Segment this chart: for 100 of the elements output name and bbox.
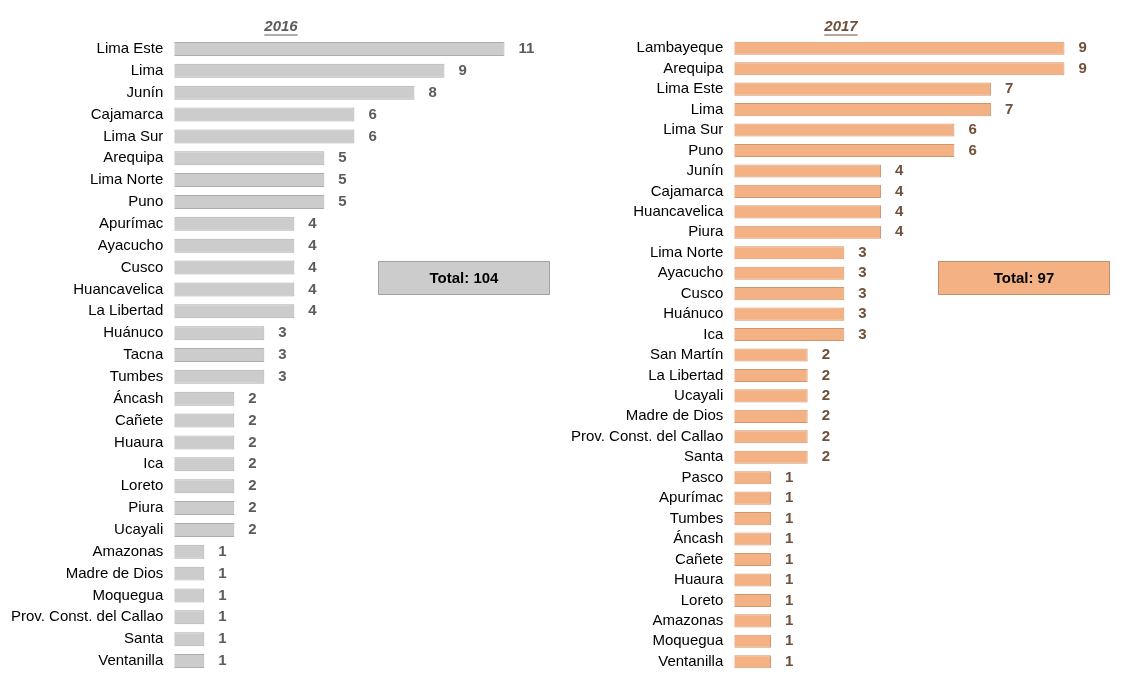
data-label: 1	[218, 651, 227, 669]
y-tick-label: Junín	[686, 161, 724, 179]
y-tick-label: Lima Este	[656, 79, 724, 97]
y-tick-label: Amazonas	[652, 611, 724, 629]
data-label: 4	[308, 279, 318, 297]
y-tick-label: Puno	[688, 140, 724, 158]
y-tick-label: Loreto	[680, 590, 724, 608]
y-tick-label: Lima Sur	[663, 120, 724, 138]
y-tick-label: Ventanilla	[658, 651, 724, 669]
data-label: 6	[968, 140, 977, 158]
data-label: 4	[895, 161, 905, 179]
data-label: 2	[821, 447, 831, 465]
data-label: 1	[218, 629, 227, 647]
y-tick-label: Puno	[128, 192, 164, 210]
data-label: 9	[458, 60, 467, 78]
y-tick-label: Madre de Dios	[625, 406, 724, 424]
data-label: 6	[968, 120, 977, 138]
y-tick-label: Prov. Const. del Callao	[11, 607, 164, 625]
y-tick-label: Huancavelica	[633, 201, 724, 219]
data-label: 1	[784, 611, 794, 629]
y-tick-label: Amazonas	[92, 541, 164, 559]
data-label: 3	[858, 263, 867, 281]
y-tick-label: Áncash	[113, 388, 164, 406]
y-tick-label: Lima Este	[96, 39, 164, 57]
data-label: 1	[218, 585, 227, 603]
data-label: 5	[338, 192, 347, 210]
data-label: 1	[218, 563, 227, 581]
y-tick-label: Santa	[124, 629, 164, 647]
data-label: 1	[784, 651, 794, 669]
y-tick-label: Moquegua	[92, 585, 164, 603]
y-tick-label: Moquegua	[652, 631, 724, 649]
data-label: 2	[248, 520, 257, 538]
data-label: 1	[218, 541, 227, 559]
y-tick-label: La Libertad	[648, 365, 724, 383]
data-label: 2	[248, 410, 257, 428]
data-label: 5	[338, 148, 347, 166]
data-label: 1	[784, 508, 794, 526]
data-label: 11	[518, 39, 535, 57]
data-label: 2	[821, 386, 831, 404]
y-tick-label: Ayacucho	[97, 235, 164, 253]
data-label: 3	[858, 283, 867, 301]
y-tick-label: Tumbes	[109, 367, 164, 384]
data-label: 2	[248, 432, 257, 450]
data-label: 4	[895, 181, 905, 199]
data-label: 1	[784, 631, 794, 649]
data-label: 2	[248, 498, 257, 516]
data-label: 2	[248, 476, 257, 494]
y-tick-label: Huaura	[674, 570, 724, 588]
data-label: 3	[858, 242, 867, 260]
y-tick-label: Santa	[684, 447, 724, 465]
data-label: 6	[368, 126, 377, 144]
y-tick-label: Lambayeque	[636, 38, 724, 56]
data-label: 2	[248, 388, 257, 406]
y-tick-label: Cajamarca	[650, 181, 724, 199]
y-tick-label: Madre de Dios	[65, 563, 164, 581]
y-tick-label: Ucayali	[114, 520, 164, 538]
y-tick-label: Junín	[126, 82, 164, 100]
data-label: 3	[278, 367, 287, 384]
y-tick-label: Lima	[690, 99, 724, 117]
chart-title: 2016	[263, 17, 299, 35]
y-tick-label: Huánuco	[103, 323, 164, 341]
data-label: 1	[784, 570, 794, 588]
y-tick-label: Ica	[143, 454, 164, 472]
data-label: 2	[821, 365, 831, 383]
y-tick-label: Cañete	[114, 410, 164, 428]
y-tick-label: Lima Norte	[649, 242, 724, 260]
y-tick-label: Cajamarca	[90, 104, 164, 122]
y-tick-label: Cusco	[120, 257, 164, 275]
y-tick-label: Ventanilla	[98, 651, 164, 669]
data-label: 4	[308, 257, 318, 275]
data-label: 3	[278, 345, 287, 363]
data-label: 2	[248, 454, 257, 472]
data-label: 2	[821, 345, 831, 363]
data-label: 7	[1005, 79, 1014, 97]
label-box: Total: 104	[378, 261, 550, 295]
y-tick-label: Lima	[130, 60, 164, 78]
data-label: 1	[784, 467, 794, 485]
y-tick-label: Apurímac	[99, 213, 164, 231]
y-tick-label: Cañete	[674, 549, 724, 567]
data-label: 1	[784, 549, 794, 567]
y-tick-label: Cusco	[680, 283, 724, 301]
data-label: 4	[308, 213, 318, 231]
data-label: 2	[821, 406, 831, 424]
chart-title: 2017	[823, 17, 859, 35]
data-label: 8	[428, 82, 437, 100]
data-label: 2	[821, 426, 831, 444]
y-tick-label: Pasco	[681, 467, 724, 485]
y-tick-label: Apurímac	[659, 488, 724, 506]
y-tick-label: Piura	[128, 498, 164, 516]
data-label: 6	[368, 104, 377, 122]
data-label: 5	[338, 170, 347, 188]
y-tick-label: Loreto	[120, 476, 164, 494]
y-tick-label: Huaura	[114, 432, 164, 450]
data-label: 1	[784, 529, 794, 547]
data-label: 3	[858, 304, 867, 322]
y-tick-label: Arequipa	[663, 58, 724, 76]
y-tick-label: Lima Norte	[89, 170, 164, 188]
y-tick-label: San Martín	[649, 345, 724, 363]
data-label: 9	[1078, 58, 1087, 76]
y-tick-label: Arequipa	[103, 148, 164, 166]
